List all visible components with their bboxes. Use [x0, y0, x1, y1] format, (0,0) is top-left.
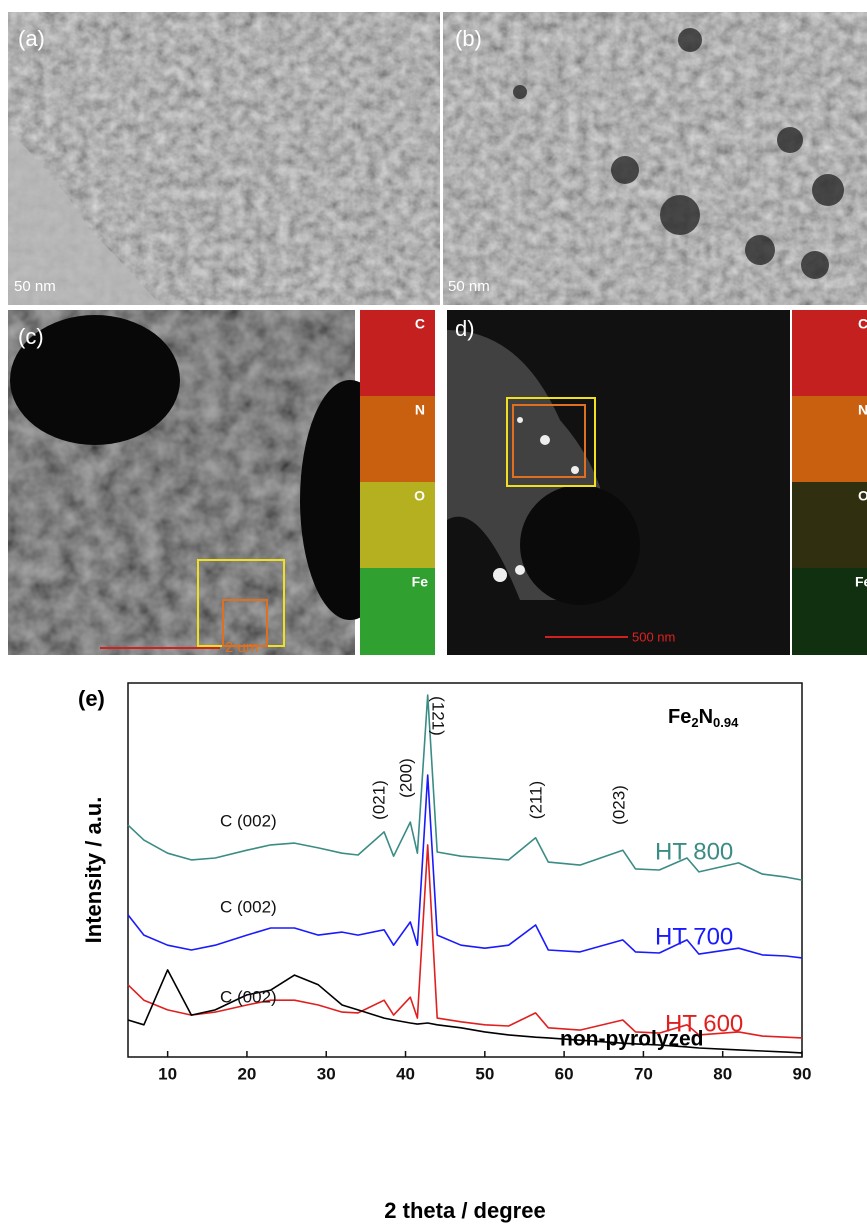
annotation: (211) — [526, 781, 545, 819]
x-tick-label: 60 — [555, 1064, 574, 1083]
x-tick-label: 30 — [317, 1064, 336, 1083]
annotation: C (002) — [220, 897, 277, 916]
map-o — [792, 482, 867, 568]
hole — [520, 485, 640, 605]
map-n — [792, 396, 867, 482]
series-label: HT 800 — [655, 838, 733, 865]
panel-label: (e) — [78, 686, 105, 711]
scale-label: 50 nm — [14, 278, 56, 295]
scale-label: 500 nm — [632, 629, 675, 644]
map-label: Fe — [855, 574, 867, 590]
map-label: O — [858, 488, 867, 504]
x-tick-label: 90 — [793, 1064, 812, 1083]
figure: (a) 50 nm (b) 50 nm (c) 2 um C N O Fe d)… — [0, 0, 867, 1224]
series-label: non-pyrolyzed — [560, 1028, 704, 1051]
x-tick-label: 50 — [475, 1064, 494, 1083]
scale-label: 2 um — [225, 639, 258, 656]
panel-label: d) — [455, 316, 475, 341]
x-tick-label: 40 — [396, 1064, 415, 1083]
map-label: O — [414, 488, 425, 504]
map-label: N — [858, 402, 867, 418]
annotation: (121) — [429, 696, 448, 736]
map-c — [792, 310, 867, 396]
formula: Fe2N0.94 — [668, 706, 739, 730]
map-label: Fe — [412, 574, 429, 590]
annotation: C (002) — [220, 811, 277, 830]
x-tick-label: 80 — [713, 1064, 732, 1083]
panel-label: (a) — [18, 26, 45, 51]
series-label: HT 700 — [655, 923, 733, 950]
x-tick-label: 10 — [158, 1064, 177, 1083]
panel-label: (c) — [18, 324, 44, 349]
map-label: N — [415, 402, 425, 418]
scale-label: 50 nm — [448, 278, 490, 295]
map-label: C — [858, 316, 867, 332]
map-label: C — [415, 316, 425, 332]
annotation: (023) — [609, 785, 628, 825]
annotation: (021) — [369, 780, 388, 820]
panel-label: (b) — [455, 26, 482, 51]
annotation: (200) — [396, 758, 415, 798]
annotation: C (002) — [220, 987, 277, 1006]
y-axis-label: Intensity / a.u. — [81, 797, 106, 944]
x-tick-label: 70 — [634, 1064, 653, 1083]
x-tick-label: 20 — [237, 1064, 256, 1083]
x-axis-label: 2 theta / degree — [384, 1198, 545, 1223]
